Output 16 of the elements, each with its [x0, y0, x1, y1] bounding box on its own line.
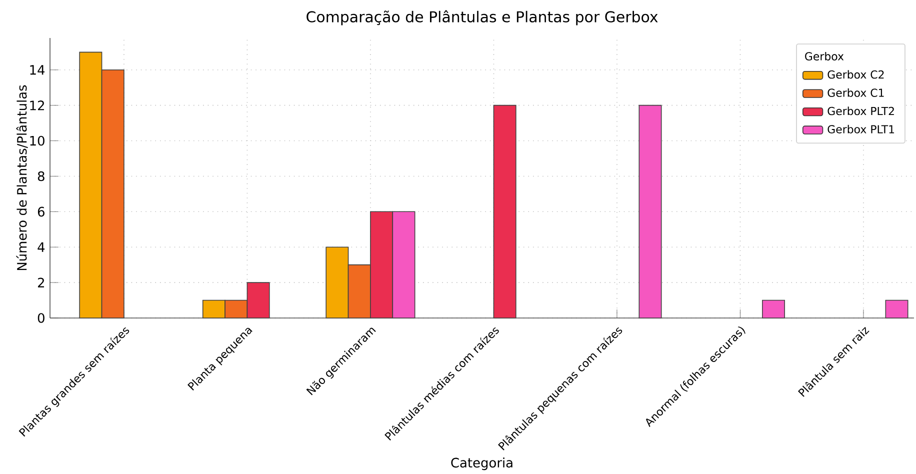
y-tick-label: 4: [38, 242, 45, 252]
y-tick-label: 12: [30, 100, 44, 110]
legend-label: Gerbox C2: [828, 70, 884, 78]
legend-label: Gerbox PLT2: [828, 106, 894, 115]
y-tick-label: 14: [30, 64, 45, 74]
y-axis-title: Número de Plantas/Plântulas: [16, 85, 28, 270]
legend-label: Gerbox C1: [828, 88, 884, 97]
y-tick-label: 0: [38, 312, 44, 323]
x-axis-title: Categoria: [451, 457, 512, 470]
y-tick-label: 8: [38, 171, 44, 181]
legend-title: Gerbox: [805, 52, 844, 60]
chart-title: Comparação de Plântulas e Plantas por Gerbox: [306, 10, 658, 26]
legend-label: Gerbox PLT1: [828, 124, 894, 134]
y-tick-label: 2: [38, 278, 44, 288]
y-tick-label: 10: [30, 136, 44, 146]
y-tick-label: 6: [38, 206, 44, 216]
